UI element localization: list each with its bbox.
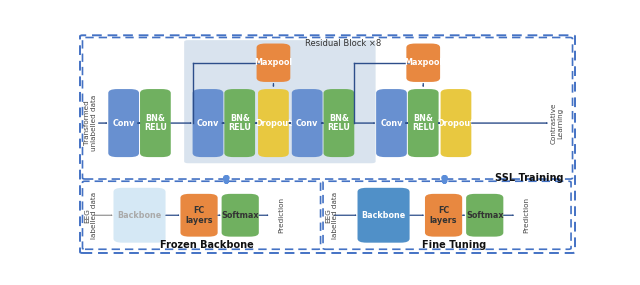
FancyBboxPatch shape [408,89,438,157]
FancyBboxPatch shape [257,44,291,82]
Text: EEG
labelled data: EEG labelled data [326,192,339,239]
Text: EEG
labelled data: EEG labelled data [84,192,97,239]
Text: FC
layers: FC layers [430,206,458,225]
FancyBboxPatch shape [193,89,223,157]
Text: BN&
RELU: BN& RELU [412,114,435,133]
Text: Contrastive
Learning: Contrastive Learning [550,102,564,144]
Text: Softmax: Softmax [221,211,259,220]
FancyBboxPatch shape [466,194,503,237]
Text: Conv: Conv [196,119,219,128]
FancyBboxPatch shape [113,188,166,243]
FancyBboxPatch shape [376,89,407,157]
FancyBboxPatch shape [225,89,255,157]
Text: Softmax: Softmax [466,211,504,220]
Text: Prediction: Prediction [278,197,284,233]
Text: Conv: Conv [113,119,135,128]
Text: Residual Block ×8: Residual Block ×8 [305,39,381,48]
Text: BN&
RELU: BN& RELU [328,114,350,133]
Text: Prediction: Prediction [524,197,529,233]
Text: Conv: Conv [296,119,318,128]
Text: BN&
RELU: BN& RELU [228,114,251,133]
Text: Maxpool: Maxpool [404,58,442,67]
FancyBboxPatch shape [140,89,171,157]
FancyBboxPatch shape [292,89,323,157]
FancyBboxPatch shape [258,89,289,157]
FancyBboxPatch shape [324,89,355,157]
Text: Dropout: Dropout [438,119,474,128]
Text: Fine Tuning: Fine Tuning [422,240,486,250]
FancyBboxPatch shape [221,194,259,237]
Text: SSL Training: SSL Training [495,173,564,183]
Text: Backbone: Backbone [362,211,406,220]
Text: Frozen Backbone: Frozen Backbone [159,240,253,250]
Text: Dropout: Dropout [255,119,292,128]
Text: Maxpool: Maxpool [254,58,292,67]
Text: Transformed
unlabelled data: Transformed unlabelled data [84,95,97,151]
FancyBboxPatch shape [406,44,440,82]
FancyBboxPatch shape [184,40,376,163]
FancyBboxPatch shape [358,188,410,243]
FancyBboxPatch shape [440,89,471,157]
Text: Conv: Conv [380,119,403,128]
FancyBboxPatch shape [180,194,218,237]
FancyBboxPatch shape [425,194,462,237]
Text: BN&
RELU: BN& RELU [144,114,167,133]
FancyBboxPatch shape [108,89,139,157]
Text: FC
layers: FC layers [186,206,212,225]
Text: Backbone: Backbone [117,211,162,220]
